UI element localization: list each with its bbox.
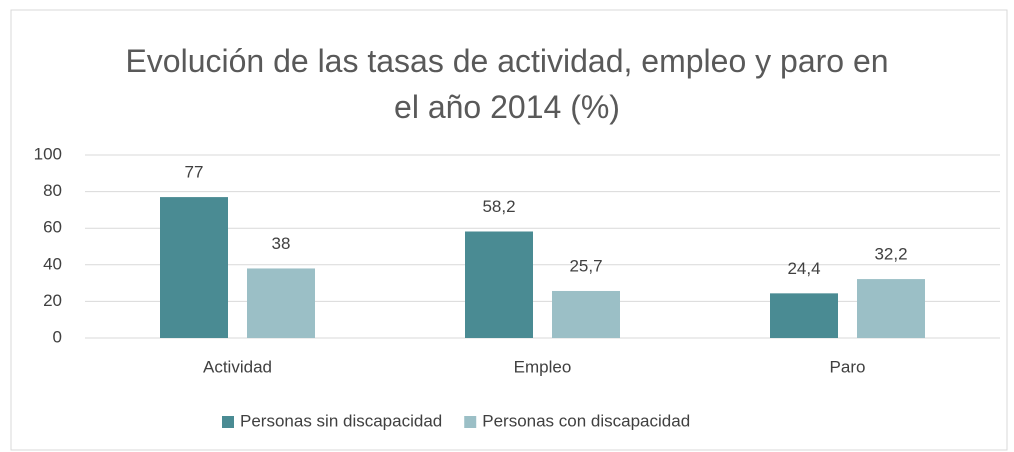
data-label: 25,7 [569, 256, 602, 275]
x-tick-label: Paro [830, 357, 866, 376]
x-tick-label: Actividad [203, 357, 272, 376]
legend-swatch [222, 416, 234, 428]
y-tick-label: 40 [43, 254, 62, 273]
bar [770, 293, 838, 338]
bar [465, 231, 533, 338]
x-tick-label: Empleo [514, 357, 572, 376]
data-label: 32,2 [874, 245, 907, 264]
chart-border [10, 9, 1008, 451]
legend-swatch [464, 416, 477, 428]
bar [552, 290, 620, 338]
legend-label: Personas sin discapacidad [240, 411, 442, 430]
bar [857, 279, 925, 338]
y-tick-label: 100 [34, 144, 62, 163]
y-tick-label: 60 [43, 218, 62, 237]
data-label: 58,2 [482, 197, 515, 216]
legend-label: Personas con discapacidad [482, 411, 690, 430]
y-tick-label: 0 [53, 327, 62, 346]
y-tick-label: 20 [43, 291, 62, 310]
y-tick-label: 80 [43, 181, 62, 200]
bar [160, 197, 228, 338]
data-label: 24,4 [787, 259, 820, 278]
bar [247, 268, 315, 338]
data-label: 77 [185, 163, 204, 182]
chart-title: Evolución de las tasas de actividad, emp… [125, 43, 889, 125]
data-label: 38 [272, 234, 291, 253]
